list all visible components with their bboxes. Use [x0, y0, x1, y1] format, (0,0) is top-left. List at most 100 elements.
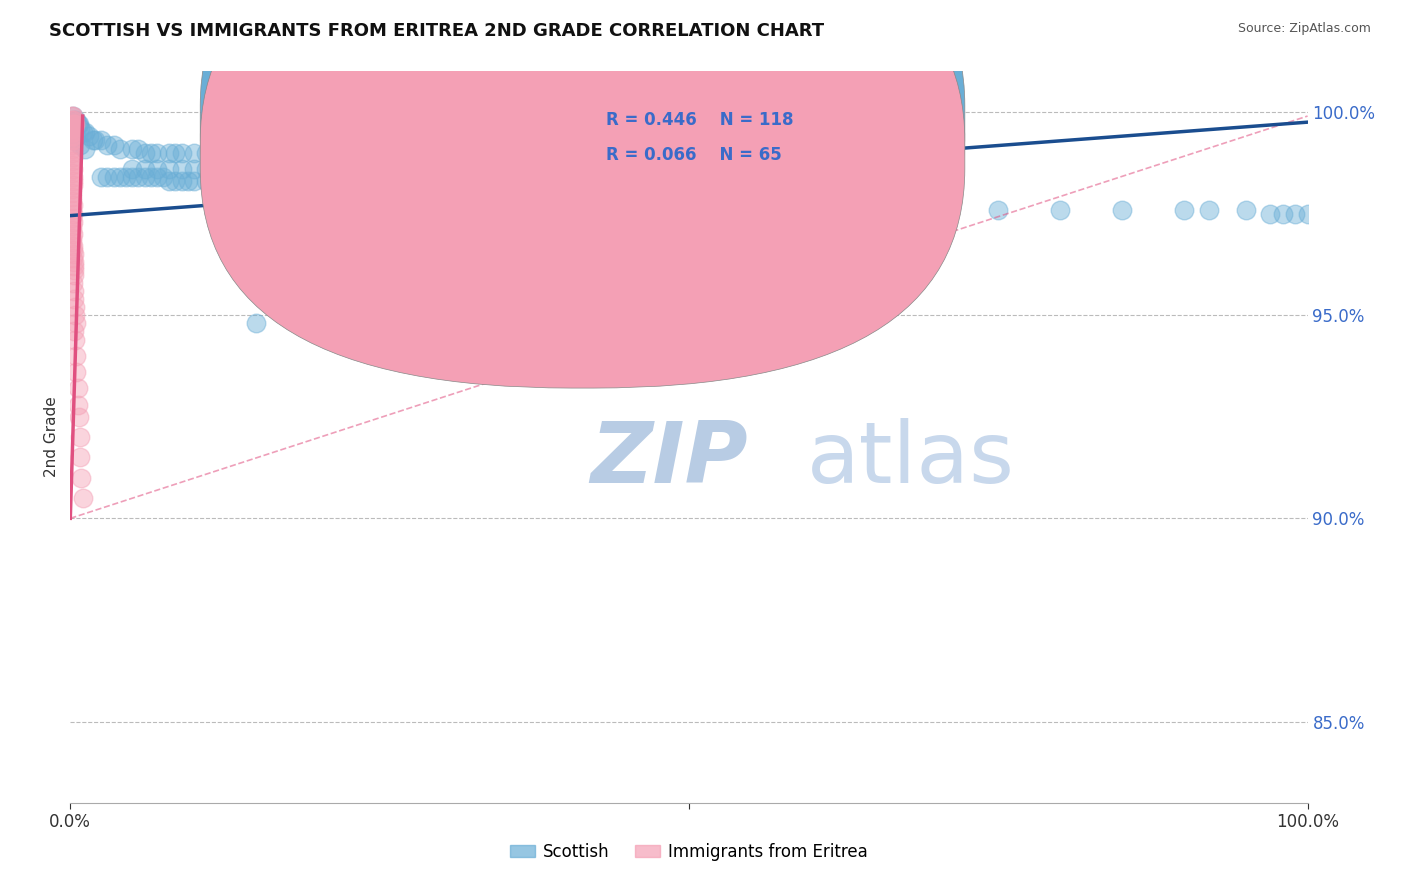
Point — [63, 117, 86, 131]
Point — [60, 113, 83, 128]
Point — [62, 252, 84, 266]
Point — [1049, 202, 1071, 217]
Point — [356, 153, 378, 168]
Point — [1173, 202, 1195, 217]
Point — [62, 239, 84, 253]
Point — [121, 142, 143, 156]
Point — [70, 471, 93, 485]
Point — [62, 227, 84, 241]
Point — [96, 137, 118, 152]
Point — [63, 292, 86, 306]
Point — [157, 174, 180, 188]
Point — [60, 125, 83, 139]
Point — [63, 133, 86, 147]
Point — [60, 194, 83, 209]
Point — [62, 125, 84, 139]
Point — [60, 211, 83, 225]
Point — [65, 113, 87, 128]
Point — [63, 263, 86, 277]
Point — [616, 190, 638, 204]
Point — [63, 113, 86, 128]
Point — [456, 158, 478, 172]
Point — [505, 300, 527, 314]
Point — [84, 133, 107, 147]
Point — [60, 109, 83, 123]
Point — [1296, 206, 1319, 220]
Point — [418, 158, 440, 172]
Point — [90, 133, 112, 147]
Text: Source: ZipAtlas.com: Source: ZipAtlas.com — [1237, 22, 1371, 36]
Point — [139, 169, 162, 184]
Point — [1284, 206, 1306, 220]
Point — [257, 166, 280, 180]
Point — [925, 202, 948, 217]
Point — [96, 169, 118, 184]
Point — [443, 182, 465, 196]
FancyBboxPatch shape — [200, 0, 965, 353]
Point — [60, 186, 83, 201]
Point — [108, 142, 131, 156]
Point — [863, 198, 886, 212]
Point — [77, 129, 100, 144]
Point — [63, 268, 86, 282]
Point — [294, 150, 316, 164]
Point — [208, 161, 231, 176]
Point — [63, 260, 86, 274]
Point — [72, 491, 94, 505]
Text: SCOTTISH VS IMMIGRANTS FROM ERITREA 2ND GRADE CORRELATION CHART: SCOTTISH VS IMMIGRANTS FROM ERITREA 2ND … — [49, 22, 824, 40]
Point — [1111, 202, 1133, 217]
Point — [60, 202, 83, 217]
Point — [146, 161, 169, 176]
Point — [65, 117, 87, 131]
Point — [381, 153, 404, 168]
Point — [63, 113, 86, 128]
Point — [1234, 202, 1257, 217]
Point — [405, 153, 427, 168]
Point — [60, 137, 83, 152]
Point — [127, 142, 149, 156]
Legend: Scottish, Immigrants from Eritrea: Scottish, Immigrants from Eritrea — [503, 837, 875, 868]
Point — [134, 161, 156, 176]
Point — [60, 219, 83, 233]
Point — [319, 178, 342, 193]
Point — [63, 255, 86, 269]
Point — [467, 158, 489, 172]
Text: R = 0.066    N = 65: R = 0.066 N = 65 — [606, 145, 782, 164]
Point — [66, 117, 89, 131]
Point — [270, 166, 292, 180]
Point — [82, 133, 104, 147]
Point — [170, 145, 193, 160]
Point — [1271, 206, 1294, 220]
Point — [183, 161, 205, 176]
Point — [146, 145, 169, 160]
Point — [394, 153, 416, 168]
Point — [60, 223, 83, 237]
Point — [678, 194, 700, 209]
Point — [62, 206, 84, 220]
Point — [157, 161, 180, 176]
Point — [60, 182, 83, 196]
Point — [63, 121, 86, 136]
FancyBboxPatch shape — [547, 86, 875, 185]
Point — [103, 137, 125, 152]
Point — [65, 316, 87, 330]
Point — [60, 190, 83, 204]
Point — [69, 121, 91, 136]
Point — [63, 325, 86, 339]
Point — [62, 174, 84, 188]
Point — [115, 169, 138, 184]
Point — [405, 227, 427, 241]
Point — [139, 145, 162, 160]
Point — [60, 133, 83, 147]
Point — [579, 194, 602, 209]
Point — [281, 166, 304, 180]
Point — [60, 145, 83, 160]
Point — [281, 150, 304, 164]
Point — [60, 231, 83, 245]
Point — [368, 316, 391, 330]
Point — [65, 349, 87, 363]
Point — [67, 117, 90, 131]
Point — [63, 247, 86, 261]
Point — [343, 153, 366, 168]
Point — [177, 174, 200, 188]
